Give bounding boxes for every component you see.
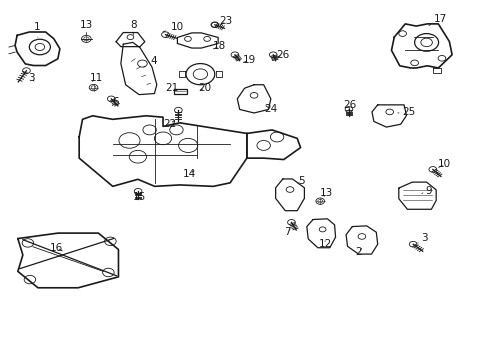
Text: 13: 13 — [80, 20, 93, 35]
Text: 7: 7 — [284, 227, 290, 237]
Text: 24: 24 — [264, 104, 277, 114]
Text: 23: 23 — [219, 16, 232, 26]
Text: 19: 19 — [242, 55, 255, 65]
Text: 16: 16 — [50, 243, 63, 253]
Text: 10: 10 — [163, 22, 183, 32]
Text: 2: 2 — [354, 247, 361, 257]
Text: 12: 12 — [318, 239, 331, 249]
Text: 18: 18 — [212, 41, 226, 51]
Text: 26: 26 — [343, 100, 356, 110]
Text: 21: 21 — [164, 82, 178, 93]
Text: 10: 10 — [437, 159, 450, 169]
Text: 20: 20 — [198, 82, 211, 93]
Text: 22: 22 — [163, 118, 177, 129]
Bar — [173, 89, 186, 94]
Text: 17: 17 — [428, 14, 446, 26]
Text: 15: 15 — [132, 192, 145, 202]
Text: 11: 11 — [89, 73, 102, 84]
Text: 1: 1 — [34, 22, 41, 37]
Text: 6: 6 — [112, 98, 118, 107]
Text: 26: 26 — [276, 50, 289, 60]
Text: 3: 3 — [417, 233, 427, 243]
Text: 25: 25 — [397, 107, 414, 117]
Text: 3: 3 — [28, 73, 35, 84]
Text: 8: 8 — [130, 20, 136, 35]
Text: 13: 13 — [320, 188, 333, 198]
Text: 14: 14 — [183, 168, 196, 179]
Text: 5: 5 — [297, 176, 304, 186]
Text: 4: 4 — [143, 56, 157, 67]
Text: 9: 9 — [421, 186, 431, 195]
